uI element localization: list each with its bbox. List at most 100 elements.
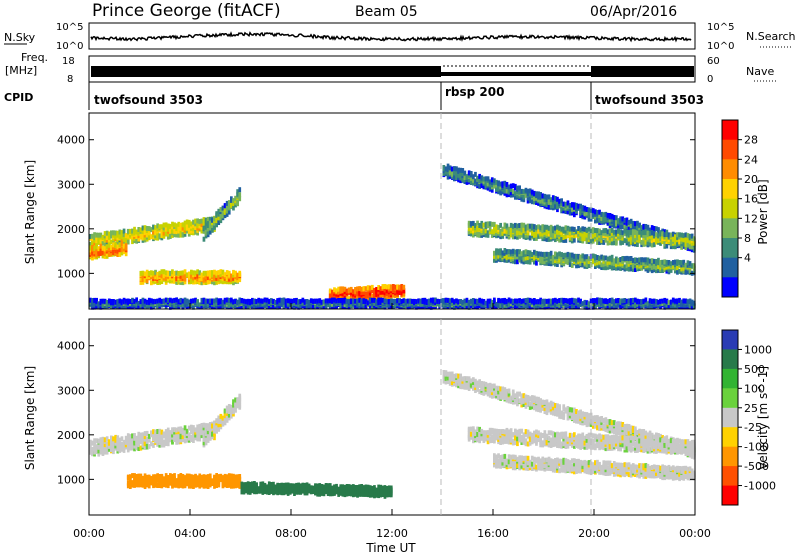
echo-cell xyxy=(648,298,652,304)
echo-cell xyxy=(486,230,490,236)
echo-cell xyxy=(116,240,120,246)
echo-cell xyxy=(126,443,130,449)
echo-cell xyxy=(665,298,669,304)
echo-cell xyxy=(246,298,250,304)
echo-cell xyxy=(640,239,643,245)
echo-cell xyxy=(200,433,204,439)
echo-cell xyxy=(198,219,202,224)
echo-cell xyxy=(181,225,185,231)
echo-cell xyxy=(575,257,578,263)
echo-cell xyxy=(129,484,132,489)
echo-cell xyxy=(318,298,322,304)
echo-cell xyxy=(181,298,185,304)
echo-cell xyxy=(499,181,502,187)
echo-cell xyxy=(570,202,574,208)
echo-cell xyxy=(463,170,467,176)
echo-cell xyxy=(387,299,391,304)
echo-cell xyxy=(116,248,120,254)
echo-cell xyxy=(600,265,603,270)
echo-cell xyxy=(122,228,126,234)
echo-cell xyxy=(558,198,561,204)
echo-cell xyxy=(610,236,614,242)
echo-cell xyxy=(89,449,92,455)
echo-cell xyxy=(560,200,563,206)
echo-cell xyxy=(549,301,553,307)
echo-cell xyxy=(518,298,521,304)
echo-cell xyxy=(328,486,332,492)
echo-cell xyxy=(217,474,221,480)
echo-cell xyxy=(671,263,675,269)
echo-cell xyxy=(375,299,378,305)
echo-cell xyxy=(669,244,673,250)
echo-cell xyxy=(185,476,189,482)
echo-cell xyxy=(156,482,159,488)
echo-cell xyxy=(669,232,673,238)
echo-cell xyxy=(93,438,96,444)
echo-cell xyxy=(242,489,246,495)
echo-cell xyxy=(556,232,559,238)
echo-cell xyxy=(564,237,568,243)
echo-cell xyxy=(608,217,612,223)
echo-cell xyxy=(120,445,124,450)
echo-cell xyxy=(194,277,197,283)
echo-cell xyxy=(116,303,120,309)
echo-cell xyxy=(314,488,317,493)
echo-cell xyxy=(147,474,151,480)
echo-cell xyxy=(362,289,366,295)
echo-cell xyxy=(295,482,298,488)
echo-cell xyxy=(579,254,582,260)
echo-cell xyxy=(541,251,545,257)
echo-cell xyxy=(139,473,143,479)
echo-cell xyxy=(396,298,399,304)
echo-cell xyxy=(507,234,511,240)
echo-cell xyxy=(476,298,479,304)
echo-cell xyxy=(579,227,582,233)
echo-cell xyxy=(459,175,462,181)
echo-cell xyxy=(227,200,231,206)
echo-cell xyxy=(495,179,498,185)
echo-cell xyxy=(255,299,258,304)
echo-cell xyxy=(164,275,168,281)
echo-cell xyxy=(686,245,690,251)
echo-cell xyxy=(659,240,662,246)
echo-cell xyxy=(118,445,122,451)
echo-cell xyxy=(381,292,385,298)
echo-cell xyxy=(236,479,239,485)
echo-cell xyxy=(610,240,614,246)
echo-cell xyxy=(143,225,147,231)
echo-cell xyxy=(617,228,620,234)
echo-cell xyxy=(448,165,452,171)
echo-cell xyxy=(208,273,212,279)
echo-cell xyxy=(636,257,639,263)
echo-cell xyxy=(179,273,183,279)
echo-cell xyxy=(551,195,555,201)
echo-cell xyxy=(638,237,641,243)
echo-cell xyxy=(642,257,646,263)
echo-cell xyxy=(206,423,210,429)
echo-cell xyxy=(232,201,235,207)
echo-cell xyxy=(368,290,372,296)
echo-cell xyxy=(577,226,580,231)
echo-cell xyxy=(619,238,622,244)
echo-cell xyxy=(156,226,159,232)
echo-cell xyxy=(137,303,141,309)
echo-cell xyxy=(246,489,250,495)
echo-cell xyxy=(646,230,650,236)
echo-cell xyxy=(671,304,675,309)
echo-cell xyxy=(558,225,561,231)
echo-cell xyxy=(501,298,505,304)
echo-cell xyxy=(97,232,101,238)
echo-cell xyxy=(516,230,519,236)
echo-cell xyxy=(261,298,265,304)
echo-cell xyxy=(175,229,178,235)
colorbar-swatch xyxy=(722,198,738,219)
echo-cell xyxy=(183,269,187,275)
echo-cell xyxy=(674,244,677,250)
echo-cell xyxy=(141,439,145,445)
echo-cell xyxy=(507,188,511,194)
echo-cell xyxy=(91,255,94,261)
echo-cell xyxy=(606,229,610,235)
echo-cell xyxy=(116,244,120,250)
echo-cell xyxy=(594,214,597,220)
echo-cell xyxy=(472,232,475,238)
